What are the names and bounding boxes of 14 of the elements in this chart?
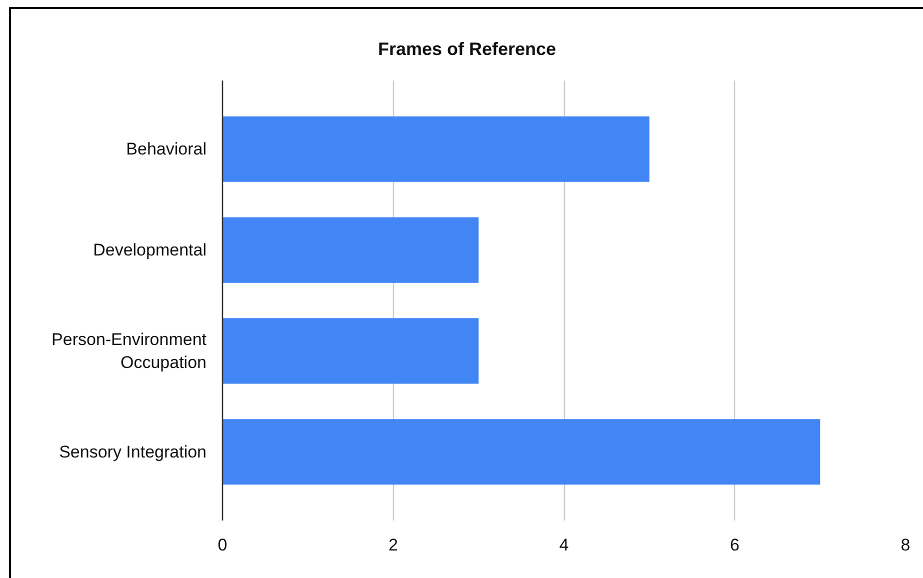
x-tick-label: 8 — [900, 536, 910, 554]
y-tick-label: Behavioral — [126, 140, 206, 159]
x-tick-label: 0 — [218, 536, 228, 554]
x-tick-label: 4 — [559, 536, 569, 554]
bar — [222, 318, 479, 384]
y-tick-label: Sensory Integration — [59, 442, 206, 462]
x-tick-label: 6 — [730, 536, 740, 554]
bar — [222, 217, 479, 283]
bar — [222, 116, 650, 182]
y-tick-label: Person-Environment Occupation — [52, 330, 207, 372]
bar — [222, 419, 820, 485]
y-tick-label: Developmental — [93, 240, 207, 260]
x-tick-label: 2 — [388, 536, 398, 554]
chart-title: Frames of Reference — [378, 38, 556, 61]
